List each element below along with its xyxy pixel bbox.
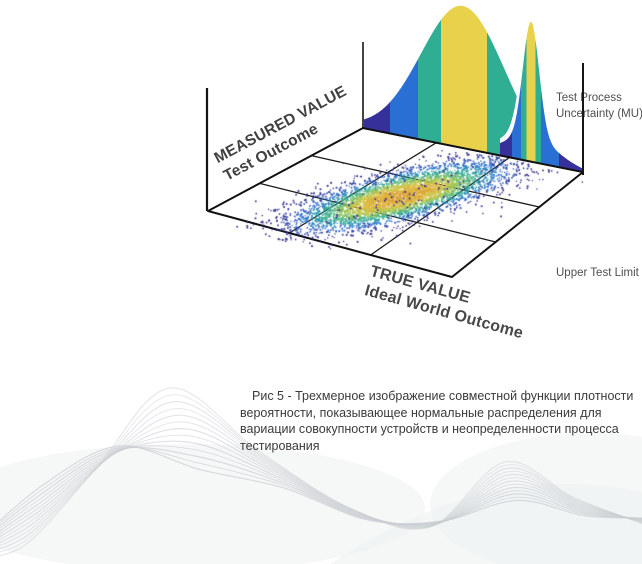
- upper-test-limit-annotation: Upper Test Limit: [556, 267, 639, 279]
- mu-annotation-line2: Uncertainty (MU): [556, 108, 642, 121]
- mu-annotation-line1: Test Process: [556, 92, 622, 104]
- test-process-uncertainty-annotation: Test Process Uncertainty (MU): [556, 90, 642, 122]
- figure-caption: Рис 5 - Трехмерное изображение совместно…: [240, 389, 634, 453]
